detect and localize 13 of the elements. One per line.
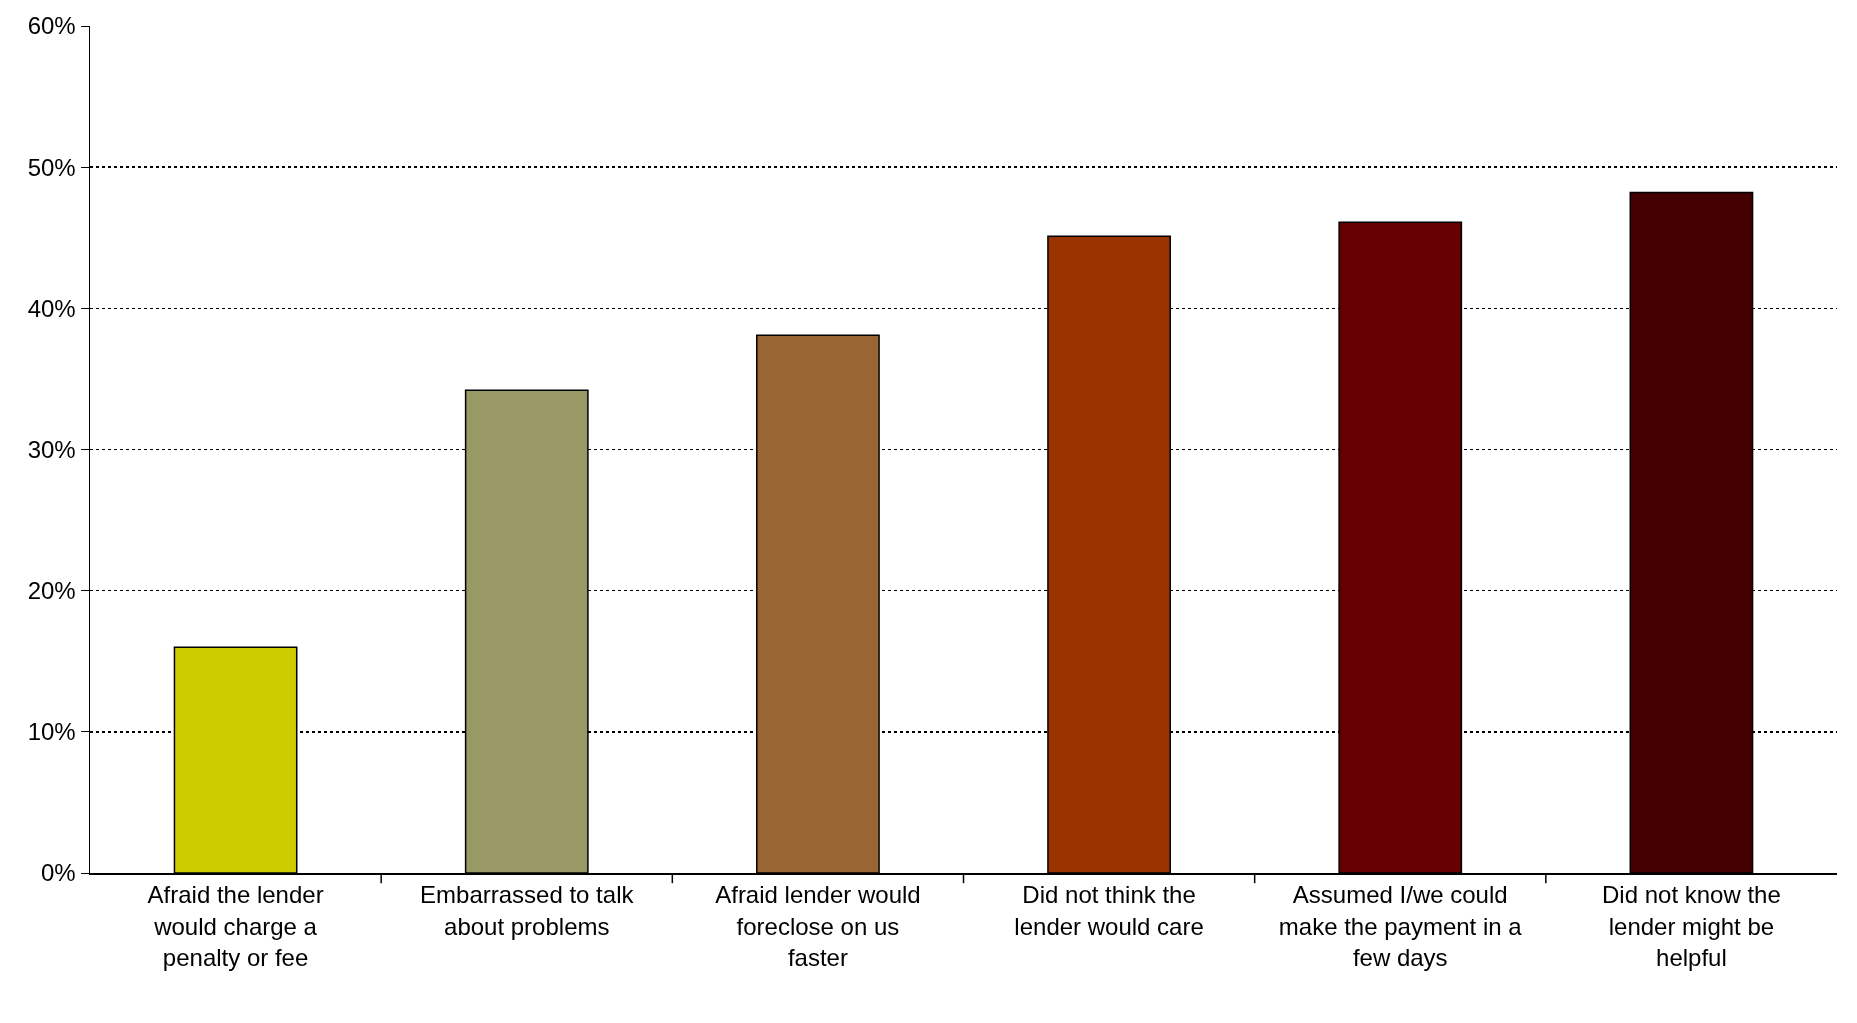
- x-tick-label: Embarrassed to talk about problems: [420, 881, 635, 940]
- x-tick-label: Afraid the lender would charge a penalty or fee: [147, 881, 324, 971]
- x-tick-label: Did not think the lender would care: [1014, 881, 1204, 940]
- y-tick-label: 20%: [27, 577, 76, 605]
- y-tick-label: 50%: [27, 153, 76, 181]
- x-tick-label: Did not know the lender might be helpful: [1602, 881, 1781, 971]
- y-tick-label: 30%: [27, 435, 76, 463]
- x-tick-label: Afraid lender would foreclose on us faster: [715, 881, 921, 971]
- y-tick-label: 40%: [27, 294, 76, 322]
- y-tick-label: 0%: [41, 859, 76, 887]
- y-tick-label: 60%: [27, 12, 76, 40]
- y-tick-label: 10%: [27, 718, 76, 746]
- x-tick-label: Assumed I/we could make the payment in a few days: [1278, 881, 1523, 971]
